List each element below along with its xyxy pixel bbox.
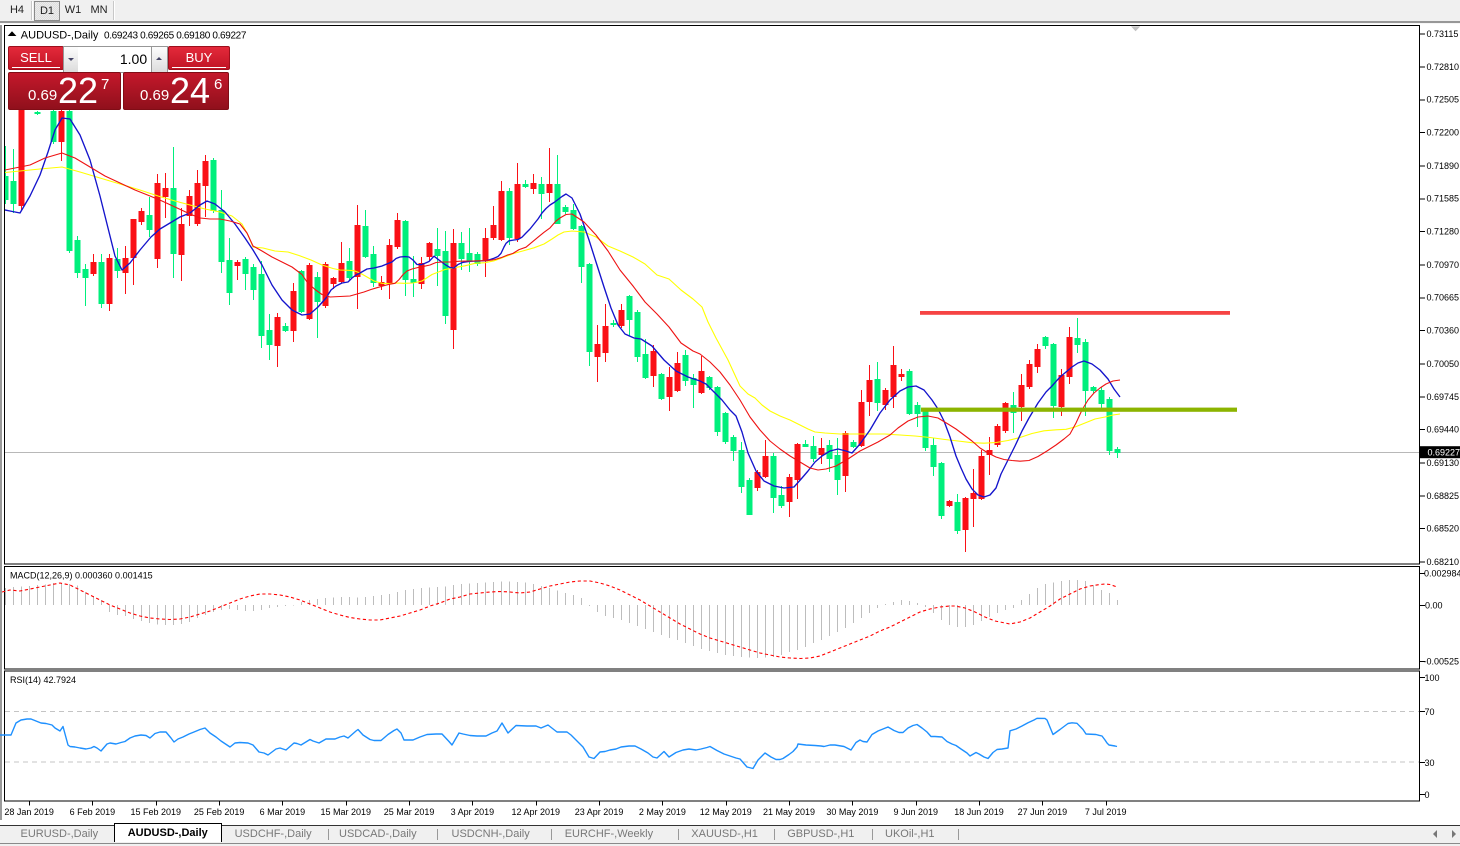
svg-text:0.68520: 0.68520 [1427,524,1460,534]
svg-text:AUDUSD-,Daily: AUDUSD-,Daily [21,30,99,42]
svg-text:30: 30 [1425,758,1435,768]
svg-text:21 May 2019: 21 May 2019 [763,807,815,817]
svg-text:0.69130: 0.69130 [1427,458,1460,468]
svg-text:0.72810: 0.72810 [1427,62,1460,72]
svg-text:25 Feb 2019: 25 Feb 2019 [194,807,245,817]
svg-text:0.70050: 0.70050 [1427,359,1460,369]
svg-text:0.71585: 0.71585 [1427,194,1460,204]
svg-text:100: 100 [1425,673,1440,683]
svg-text:12 Apr 2019: 12 Apr 2019 [511,807,560,817]
svg-text:7 Jul 2019: 7 Jul 2019 [1085,807,1127,817]
svg-text:0.002984: 0.002984 [1424,568,1460,578]
svg-text:9 Jun 2019: 9 Jun 2019 [893,807,938,817]
svg-text:0.72505: 0.72505 [1427,95,1460,105]
svg-text:0.71890: 0.71890 [1427,161,1460,171]
svg-text:2 May 2019: 2 May 2019 [639,807,686,817]
svg-text:0.68825: 0.68825 [1427,491,1460,501]
svg-text:0.70360: 0.70360 [1427,326,1460,336]
svg-text:0.68210: 0.68210 [1427,557,1460,567]
svg-text:15 Mar 2019: 15 Mar 2019 [320,807,371,817]
svg-text:6 Feb 2019: 6 Feb 2019 [70,807,116,817]
svg-text:30 May 2019: 30 May 2019 [826,807,878,817]
svg-text:6 Mar 2019: 6 Mar 2019 [260,807,306,817]
svg-text:18 Jun 2019: 18 Jun 2019 [954,807,1004,817]
svg-text:15 Feb 2019: 15 Feb 2019 [130,807,181,817]
svg-text:0.71280: 0.71280 [1427,227,1460,237]
svg-text:0.72200: 0.72200 [1427,127,1460,137]
svg-text:0.70970: 0.70970 [1427,260,1460,270]
svg-text:12 May 2019: 12 May 2019 [700,807,752,817]
svg-text:0.69243 0.69265 0.69180 0.6922: 0.69243 0.69265 0.69180 0.69227 [104,31,247,42]
svg-text:0.73115: 0.73115 [1427,29,1459,39]
svg-text:27 Jun 2019: 27 Jun 2019 [1018,807,1068,817]
svg-text:25 Mar 2019: 25 Mar 2019 [384,807,435,817]
svg-text:3 Apr 2019: 3 Apr 2019 [451,807,495,817]
svg-text:0.69227: 0.69227 [1428,448,1460,458]
svg-text:-0.00525: -0.00525 [1424,656,1460,666]
svg-text:0.69440: 0.69440 [1427,425,1460,435]
svg-text:MACD(12,26,9) 0.000360 0.00141: MACD(12,26,9) 0.000360 0.001415 [10,571,153,581]
svg-text:0: 0 [1425,790,1430,800]
svg-text:RSI(14) 42.7924: RSI(14) 42.7924 [10,675,76,685]
svg-text:0.69745: 0.69745 [1427,392,1460,402]
svg-text:0.70665: 0.70665 [1427,293,1460,303]
svg-text:28 Jan 2019: 28 Jan 2019 [4,807,54,817]
svg-text:23 Apr 2019: 23 Apr 2019 [575,807,624,817]
svg-text:70: 70 [1425,707,1435,717]
svg-text:0.00: 0.00 [1425,600,1443,610]
